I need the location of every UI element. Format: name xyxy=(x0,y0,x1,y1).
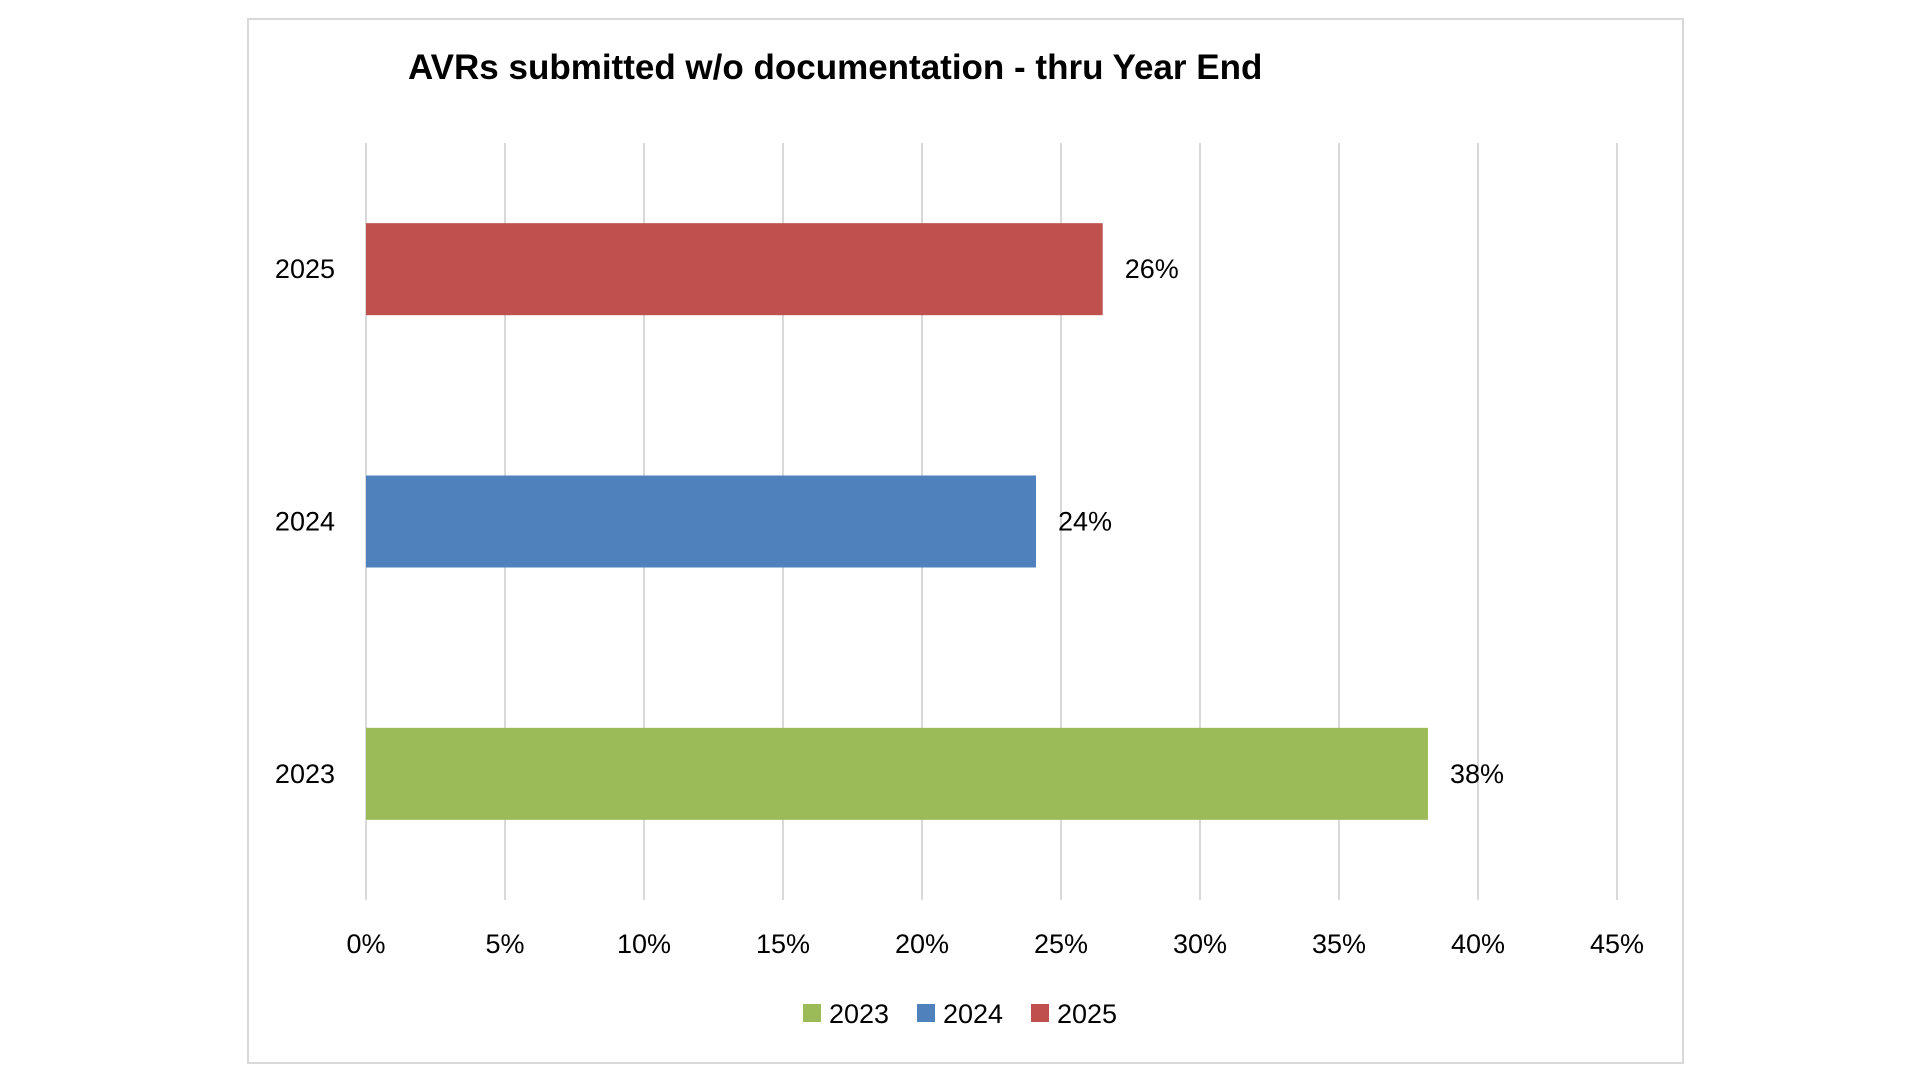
chart-title: AVRs submitted w/o documentation - thru … xyxy=(408,48,1262,87)
y-category-label-2023: 2023 xyxy=(275,759,335,789)
x-tick-label: 15% xyxy=(756,929,810,959)
legend-label-2024: 2024 xyxy=(943,999,1003,1029)
legend-label-2023: 2023 xyxy=(829,999,889,1029)
x-tick-label: 25% xyxy=(1034,929,1088,959)
x-tick-label: 5% xyxy=(485,929,524,959)
data-labels: 26% 24% 38% xyxy=(1058,254,1504,789)
x-tick-label: 0% xyxy=(346,929,385,959)
legend-swatch-2025 xyxy=(1031,1004,1049,1022)
x-tick-label: 35% xyxy=(1312,929,1366,959)
x-tick-label: 45% xyxy=(1590,929,1644,959)
x-axis-tick-labels: 0% 5% 10% 15% 20% 25% 30% 35% 40% 45% xyxy=(346,929,1644,959)
data-label-2025: 26% xyxy=(1125,254,1179,284)
bars xyxy=(366,223,1428,820)
legend-swatch-2024 xyxy=(917,1004,935,1022)
bar-2024 xyxy=(366,475,1036,568)
data-label-2024: 24% xyxy=(1058,507,1112,537)
x-tick-label: 40% xyxy=(1451,929,1505,959)
legend-label-2025: 2025 xyxy=(1057,999,1117,1029)
bar-2023 xyxy=(366,727,1428,820)
bar-2025 xyxy=(366,223,1103,316)
x-tick-label: 30% xyxy=(1173,929,1227,959)
legend: 2023 2024 2025 xyxy=(803,999,1117,1029)
x-tick-label: 20% xyxy=(895,929,949,959)
data-label-2023: 38% xyxy=(1450,759,1504,789)
y-category-label-2025: 2025 xyxy=(275,254,335,284)
x-tick-label: 10% xyxy=(617,929,671,959)
y-axis-labels: 2025 2024 2023 xyxy=(275,254,335,789)
legend-swatch-2023 xyxy=(803,1004,821,1022)
y-category-label-2024: 2024 xyxy=(275,507,335,537)
